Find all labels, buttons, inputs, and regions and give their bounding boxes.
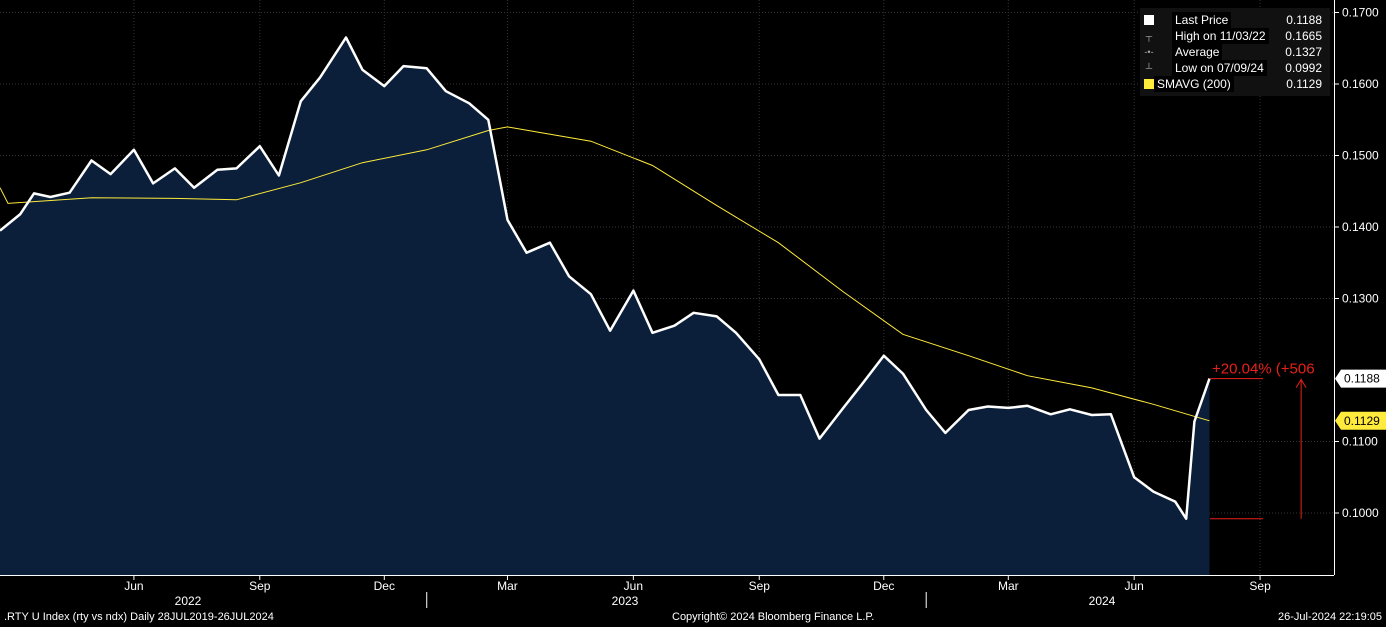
price-tags: 0.1188 0.1129 (1335, 369, 1386, 430)
smavg-tag-bg (1335, 411, 1386, 430)
annotation-text: +20.04% (+506 (1212, 361, 1315, 378)
x-tick-label: Mar (998, 579, 1019, 593)
smavg-swatch-icon (1144, 79, 1154, 89)
high-marker-icon: ┬ (1145, 31, 1153, 41)
legend-value: 0.1327 (1285, 45, 1322, 59)
y-tick-label: 0.1600 (1342, 77, 1379, 91)
y-tick-label: 0.1000 (1342, 506, 1379, 520)
last-price-swatch-icon (1144, 15, 1154, 25)
legend-item-smavg: SMAVG (200) 0.1129 (1140, 76, 1330, 92)
footer-copyright: Copyright© 2024 Bloomberg Finance L.P. (672, 611, 875, 623)
last-price-tag-bg (1335, 369, 1386, 388)
x-tick-label: Sep (249, 579, 271, 593)
legend-label: Last Price (1172, 12, 1232, 28)
legend-label: Average (1172, 44, 1223, 60)
legend-item-average: -•- Average 0.1327 (1140, 44, 1330, 60)
change-annotation: +20.04% (+506 (1210, 361, 1315, 520)
footer-timestamp: 26-Jul-2024 22:19:05 (1278, 611, 1382, 623)
y-tick-label: 0.1100 (1342, 435, 1378, 449)
x-tick-label: Dec (374, 579, 395, 593)
y-tick-label: 0.1400 (1342, 220, 1379, 234)
x-tick-label: Dec (873, 579, 894, 593)
legend-value: 0.1129 (1286, 77, 1322, 91)
y-tick-label: 0.1700 (1342, 6, 1379, 20)
legend-item-low: ┴ Low on 07/09/24 0.0992 (1140, 60, 1330, 76)
annotation-arrow-icon (1295, 378, 1307, 388)
year-label: 2024 (1089, 594, 1116, 608)
x-tick-label: Jun (1125, 579, 1144, 593)
average-marker-icon: -•- (1144, 47, 1154, 57)
legend-label: High on 11/03/22 (1172, 28, 1269, 44)
legend-label: SMAVG (200) (1154, 76, 1234, 92)
footer-ticker: .RTY U Index (rty vs ndx) Daily 28JUL201… (4, 611, 274, 623)
last-price-line (0, 36, 1211, 520)
legend-label: Low on 07/09/24 (1172, 60, 1267, 76)
legend-item-last-price: Last Price 0.1188 (1140, 12, 1330, 28)
year-label: 2023 (612, 594, 639, 608)
x-tick-label: Sep (749, 579, 771, 593)
low-marker-icon: ┴ (1145, 63, 1153, 73)
year-label: 2022 (175, 594, 202, 608)
smavg-tag-label: 0.1129 (1344, 414, 1380, 428)
legend: Last Price 0.1188 ┬ High on 11/03/22 0.1… (1140, 8, 1330, 96)
x-tick-label: Jun (124, 579, 143, 593)
last-price-area (0, 37, 1210, 575)
legend-value: 0.1665 (1285, 29, 1322, 43)
x-tick-label: Jun (624, 579, 643, 593)
y-tick-label: 0.1500 (1342, 149, 1379, 163)
legend-item-high: ┬ High on 11/03/22 0.1665 (1140, 28, 1330, 44)
x-tick-label: Mar (497, 579, 518, 593)
axes: 0.1000 0.1100 0.1300 0.1400 0.1500 0.1600 0.17… (0, 0, 1379, 608)
legend-value: 0.1188 (1286, 13, 1322, 27)
y-tick-label: 0.1300 (1342, 292, 1379, 306)
last-price-tag-label: 0.1188 (1344, 372, 1380, 386)
smavg-line (0, 126, 1210, 422)
x-tick-label: Sep (1249, 579, 1271, 593)
legend-value: 0.0992 (1285, 61, 1322, 75)
